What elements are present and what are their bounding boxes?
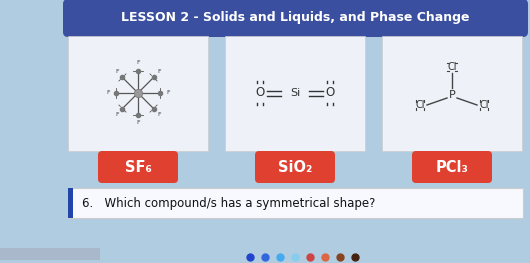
- Text: LESSON 2 - Solids and Liquids, and Phase Change: LESSON 2 - Solids and Liquids, and Phase…: [121, 12, 470, 24]
- FancyBboxPatch shape: [225, 36, 365, 151]
- Text: F: F: [157, 112, 161, 117]
- Text: Cl: Cl: [447, 62, 457, 72]
- Text: O: O: [325, 87, 334, 99]
- Text: 6.   Which compound/s has a symmetrical shape?: 6. Which compound/s has a symmetrical sh…: [82, 196, 375, 210]
- FancyBboxPatch shape: [0, 248, 100, 260]
- Text: P: P: [448, 90, 455, 100]
- FancyBboxPatch shape: [68, 188, 523, 218]
- Text: O: O: [255, 87, 264, 99]
- FancyBboxPatch shape: [63, 0, 528, 37]
- FancyBboxPatch shape: [68, 36, 208, 151]
- Text: SiO₂: SiO₂: [278, 159, 312, 174]
- Text: Si: Si: [290, 88, 300, 98]
- Text: F: F: [106, 90, 110, 95]
- FancyBboxPatch shape: [255, 151, 335, 183]
- FancyBboxPatch shape: [68, 188, 73, 218]
- FancyBboxPatch shape: [412, 151, 492, 183]
- Text: F: F: [115, 112, 119, 117]
- Text: Cl: Cl: [479, 100, 489, 110]
- Text: F: F: [136, 120, 140, 125]
- Text: F: F: [136, 60, 140, 65]
- Text: SF₆: SF₆: [125, 159, 152, 174]
- Text: F: F: [115, 69, 119, 74]
- Text: PCl₃: PCl₃: [436, 159, 469, 174]
- Text: Cl: Cl: [415, 100, 425, 110]
- FancyBboxPatch shape: [98, 151, 178, 183]
- Text: F: F: [166, 90, 170, 95]
- Text: F: F: [157, 69, 161, 74]
- FancyBboxPatch shape: [382, 36, 522, 151]
